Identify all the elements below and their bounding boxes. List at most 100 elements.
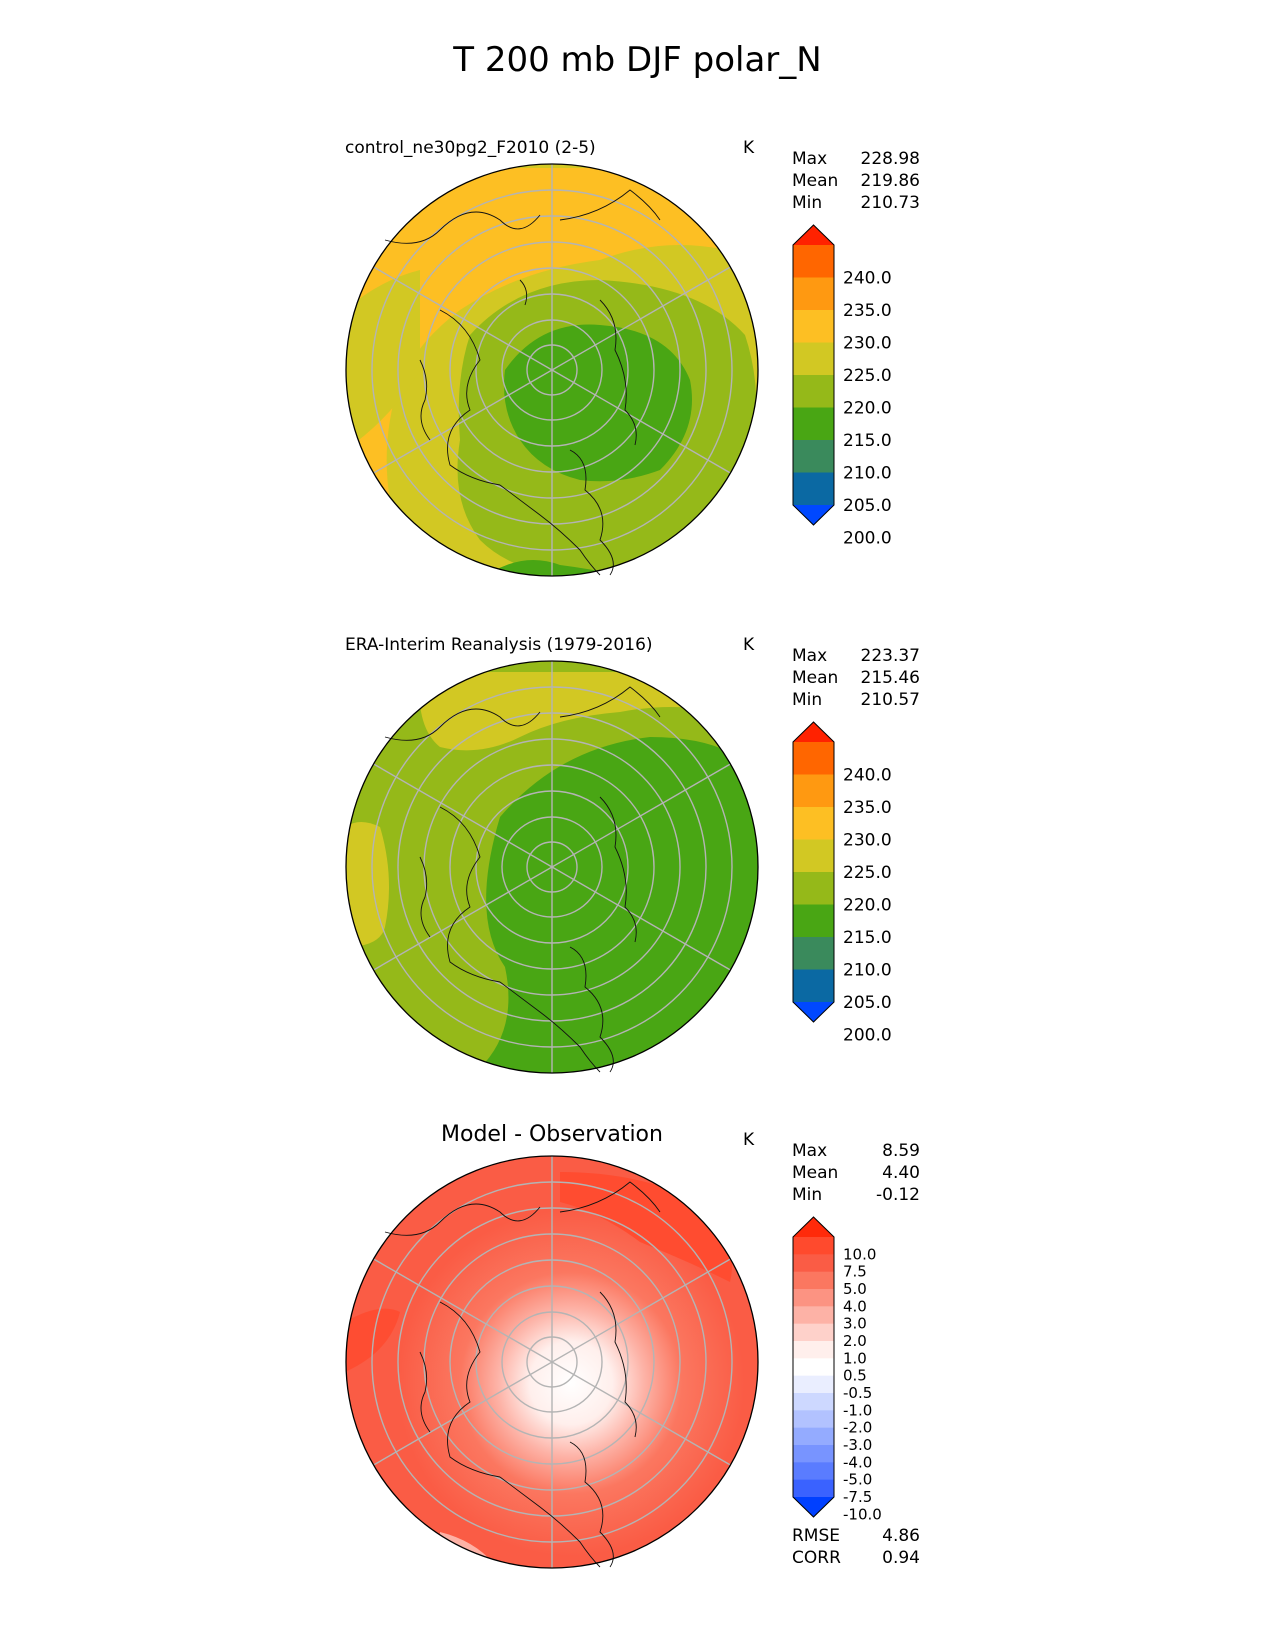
colorbar-tick-label: -2.0 [843,1419,872,1437]
colorbar-segment [793,1237,834,1255]
colorbar-extend-bottom [793,1002,834,1022]
figure-title: T 200 mb DJF polar_N [453,40,822,80]
colorbar-segment [793,742,834,776]
colorbar-segment [793,1358,834,1377]
colorbar-tick-label: -3.0 [843,1436,872,1454]
colorbar-segment [793,807,834,841]
colorbar-tick-label: 205.0 [843,496,892,516]
mean-value: 219.86 [860,171,920,191]
colorbar-tick-label: 3.0 [843,1315,867,1333]
colorbar-tick-label: 210.0 [843,464,892,484]
map-boundary [345,1155,759,1569]
colorbar-tick-label: 7.5 [843,1263,867,1281]
min-value: 210.57 [860,690,920,710]
colorbar-extend-bottom [793,505,834,525]
panel-model: control_ne30pg2_F2010 (2-5) K Max 228.98 … [0,120,1275,590]
colorbar-segment [793,1479,834,1498]
colorbar-tick-label: 1.0 [843,1349,867,1367]
colorbar-segment [793,342,834,376]
colorbar-tick-label: 210.0 [843,961,892,981]
colorbar-extend-top [793,722,834,742]
colorbar-tick-label: 2.0 [843,1332,867,1350]
colorbar-tick-label: 215.0 [843,431,892,451]
colorbar-tick-label: 230.0 [843,334,892,354]
units-label: K [743,635,755,655]
colorbar-tick-label: 240.0 [843,269,892,289]
colorbar-extend-top [793,1217,834,1237]
min-label: Min [792,1185,823,1205]
stats-box: Max 223.37 Mean 215.46 Min 210.57 [792,645,920,711]
max-label: Max [792,646,828,666]
colorbar-tick-label: 200.0 [843,529,892,549]
colorbar-tick-label: 230.0 [843,831,892,851]
colorbar-tick-label: 200.0 [843,1026,892,1046]
colorbar-segment [793,1289,834,1307]
colorbar-tick-label: 0.5 [843,1367,867,1385]
field-fill [346,1308,400,1372]
corr-label: CORR [792,1548,841,1568]
colorbar-segment [793,1271,834,1290]
colorbar-segment [793,277,834,311]
units-label: K [743,138,755,158]
colorbar: 10.07.55.04.03.02.01.00.5-0.5-1.0-2.0-3.… [792,1216,882,1523]
panel-obs: ERA-Interim Reanalysis (1979-2016) K Max… [0,617,1275,1087]
colorbar-segment [793,839,834,873]
mean-value: 215.46 [860,668,920,688]
field-fill [504,324,692,482]
stats-box: Max 8.59 Mean 4.40 Min -0.12 [792,1140,920,1206]
max-value: 8.59 [882,1141,920,1161]
colorbar-tick-label: 10.0 [843,1245,876,1263]
max-value: 223.37 [860,646,920,666]
colorbar-segment [793,1341,834,1359]
mean-label: Mean [792,171,839,191]
colorbar-segment [793,1375,834,1394]
panel-title: Model - Observation [441,1122,663,1147]
colorbar-tick-label: -0.5 [843,1384,872,1402]
field-fill [470,737,758,1073]
max-label: Max [792,149,828,169]
coastlines [384,686,661,1073]
colorbar-tick-label: 235.0 [843,798,892,818]
colorbar-segment [793,872,834,906]
min-label: Min [792,193,823,213]
colorbar-tick-label: 225.0 [843,366,892,386]
colorbar: 240.0 235.0 230.0 225.0 220.0 215.0 210.0 205.0… [792,224,892,549]
colorbar-segment [793,904,834,938]
colorbar-segment [793,1323,834,1342]
min-value: 210.73 [860,193,920,213]
colorbar-segment [793,774,834,808]
colorbar-tick-label: 205.0 [843,993,892,1013]
colorbar-tick-label: -7.5 [843,1488,872,1506]
field-fill [346,168,758,500]
panel-diff: Model - Observation K Max 8.59 Mean 4.40 M… [0,1112,1275,1582]
panel-title: control_ne30pg2_F2010 (2-5) [345,138,596,158]
colorbar-tick-label: -5.0 [843,1471,872,1489]
panel-model-svg: 240.0 235.0 230.0 225.0 220.0 215.0 210.0 205.0… [345,163,892,577]
colorbar-tick-label: 215.0 [843,928,892,948]
max-value: 228.98 [860,149,920,169]
map-boundary [345,660,759,1074]
colorbar-tick-label: 225.0 [843,863,892,883]
colorbar-tick-label: 4.0 [843,1297,867,1315]
colorbar-segment [793,1254,834,1273]
colorbar-segment [793,1462,834,1481]
field-fill [346,822,389,947]
colorbar-segment [793,1306,834,1325]
min-value: -0.12 [876,1185,920,1205]
colorbar-tick-label: -4.0 [843,1453,872,1471]
rmse-value: 4.86 [882,1526,920,1546]
units-label: K [743,1130,755,1150]
rmse-label: RMSE [792,1526,841,1546]
mean-value: 4.40 [882,1163,920,1183]
graticule [371,661,733,1073]
panel-title: ERA-Interim Reanalysis (1979-2016) [345,635,653,655]
colorbar-segment [793,472,834,506]
colorbar-segment [793,375,834,409]
colorbar-outline [792,224,835,526]
colorbar-segment [793,969,834,1003]
graticule [371,1156,733,1568]
colorbar-tick-label: -10.0 [843,1505,882,1523]
colorbar-tick-label: 220.0 [843,399,892,419]
colorbar-tick-label: 240.0 [843,766,892,786]
corr-value: 0.94 [882,1548,920,1568]
